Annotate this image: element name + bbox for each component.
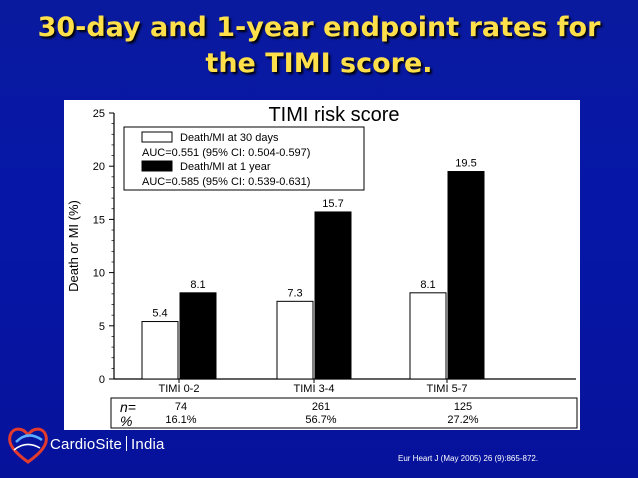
y-tick-label: 20 xyxy=(93,161,105,173)
n-row-label: n= xyxy=(120,399,136,415)
x-tick-label: TIMI 5-7 xyxy=(427,383,468,395)
bar-data-label: 19.5 xyxy=(455,158,476,170)
logo-text-right: India xyxy=(131,436,165,453)
y-tick-label: 15 xyxy=(93,214,105,226)
y-axis-label: Death or MI (%) xyxy=(66,200,81,292)
percent-value: 16.1% xyxy=(165,414,196,426)
bar-data-label: 8.1 xyxy=(190,279,205,291)
y-tick-label: 5 xyxy=(99,321,105,333)
percent-value: 27.2% xyxy=(447,414,478,426)
bar xyxy=(141,321,179,380)
logo-text-left: CardioSite xyxy=(50,436,123,453)
bar xyxy=(276,300,314,380)
y-tick-label: 25 xyxy=(93,108,105,120)
legend-swatch xyxy=(141,131,173,143)
n-value: 261 xyxy=(312,401,330,413)
x-tick-label: TIMI 3-4 xyxy=(294,383,335,395)
percent-value: 56.7% xyxy=(305,414,336,426)
slide-title-line-2: the TIMI score. xyxy=(205,48,433,79)
bar-data-label: 8.1 xyxy=(420,279,435,291)
percent-row-label: % xyxy=(120,413,132,429)
slide-title: 30-day and 1-year endpoint rates for the… xyxy=(0,10,638,82)
cardiosite-logo: CardioSite India xyxy=(6,422,176,470)
n-table-box xyxy=(110,397,578,429)
logo-separator xyxy=(126,436,128,451)
bar xyxy=(447,171,485,380)
bar-data-label: 5.4 xyxy=(152,308,167,320)
citation: Eur Heart J (May 2005) 26 (9):865-872. xyxy=(398,454,539,463)
bar xyxy=(409,292,447,380)
heart-logo-icon xyxy=(8,427,48,464)
logo-text: CardioSite India xyxy=(50,436,165,453)
bar-data-label: 15.7 xyxy=(322,198,343,210)
bar-data-label: 7.3 xyxy=(287,287,302,299)
legend-label: Death/MI at 30 days xyxy=(180,132,279,144)
y-tick-label: 0 xyxy=(99,374,105,386)
legend-auc: AUC=0.585 (95% CI: 0.539-0.631) xyxy=(142,176,310,188)
n-value: 74 xyxy=(175,401,187,413)
y-tick-label: 10 xyxy=(93,268,105,280)
slide-title-line-1: 30-day and 1-year endpoint rates for xyxy=(37,12,601,43)
legend-auc: AUC=0.551 (95% CI: 0.504-0.597) xyxy=(142,147,310,159)
n-value: 125 xyxy=(454,401,472,413)
bar-chart: TIMI risk score 0 5 10 15 20 25 Death or MI (%)… xyxy=(66,104,578,429)
legend-swatch xyxy=(141,160,173,172)
chart-figure: TIMI risk score 0 5 10 15 20 25 Death or MI (%)… xyxy=(64,100,580,430)
x-tick-label: TIMI 0-2 xyxy=(159,383,200,395)
legend-label: Death/MI at 1 year xyxy=(180,161,271,173)
bar xyxy=(179,292,217,380)
chart-title: TIMI risk score xyxy=(268,104,399,126)
bar xyxy=(314,211,352,380)
